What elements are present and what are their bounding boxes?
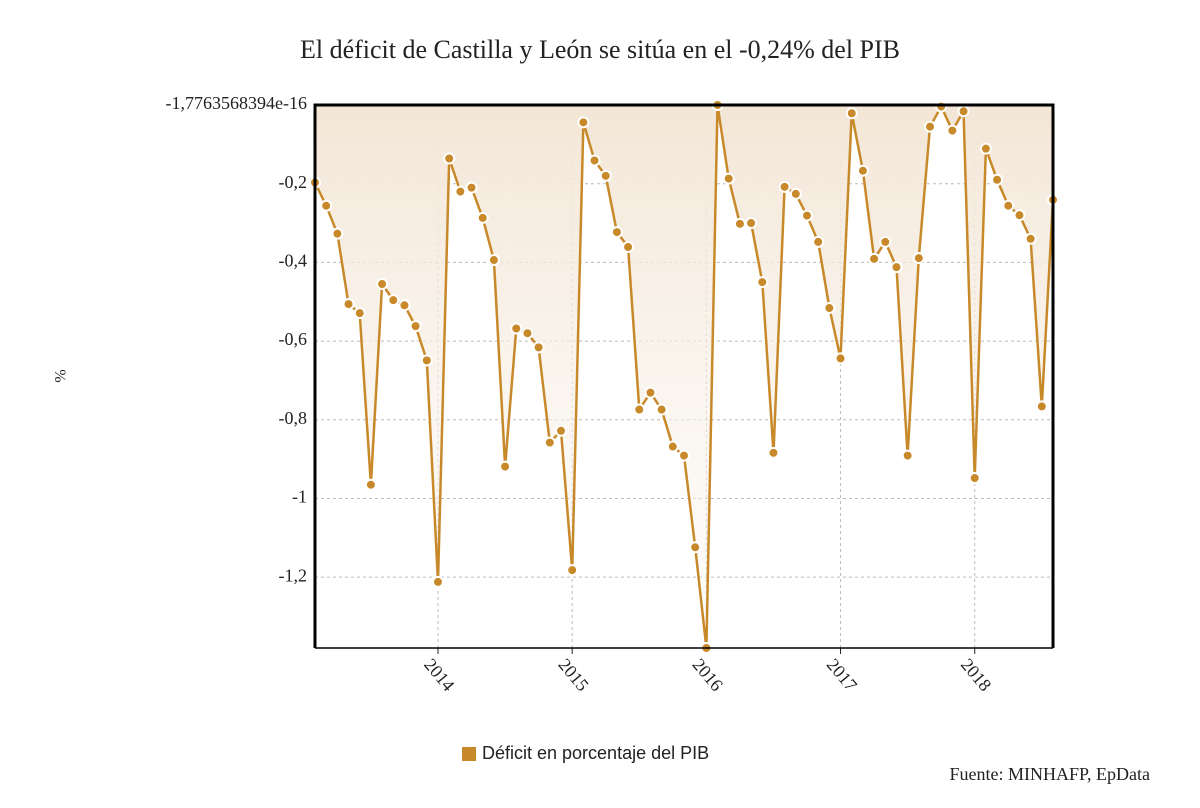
- point: [812, 235, 825, 248]
- y-axis-label: %: [53, 369, 70, 382]
- plot-frame: [313, 103, 1055, 648]
- point: [499, 460, 512, 473]
- area: [315, 105, 1053, 648]
- y-tick-label: -0,8: [279, 408, 308, 428]
- source: Fuente: MINHAFP, EpData: [950, 764, 1151, 784]
- point: [387, 294, 400, 307]
- x-tick-label: 2014: [420, 655, 458, 695]
- point: [845, 107, 858, 120]
- x-tick-label: 2018: [957, 655, 995, 695]
- x-tick-label: 2016: [689, 655, 727, 695]
- point: [666, 440, 679, 453]
- point: [979, 142, 992, 155]
- point: [398, 299, 411, 312]
- y-tick-label: -1: [292, 487, 307, 507]
- point: [834, 352, 847, 365]
- point: [532, 341, 545, 354]
- point: [879, 235, 892, 248]
- point: [409, 320, 422, 333]
- point: [901, 449, 914, 462]
- point: [1024, 232, 1037, 245]
- point: [722, 172, 735, 185]
- point: [443, 152, 456, 165]
- point: [856, 164, 869, 177]
- point: [968, 472, 981, 485]
- point: [454, 185, 467, 198]
- point: [622, 241, 635, 254]
- point: [868, 252, 881, 265]
- point: [924, 120, 936, 133]
- point: [823, 302, 836, 315]
- point: [353, 307, 366, 320]
- point: [789, 187, 802, 200]
- point: [487, 254, 500, 267]
- point: [599, 169, 612, 182]
- point: [1002, 199, 1015, 212]
- point: [420, 354, 433, 367]
- point: [678, 449, 690, 462]
- point: [376, 278, 389, 291]
- legend-swatch: [462, 747, 476, 761]
- point: [555, 424, 567, 437]
- point: [733, 217, 746, 230]
- point: [912, 252, 925, 265]
- point: [644, 386, 657, 399]
- point: [957, 105, 970, 118]
- point: [331, 227, 344, 240]
- x-tick-label: 2017: [823, 655, 861, 695]
- point: [946, 124, 959, 137]
- chart-title: El déficit de Castilla y León se sitúa e…: [300, 35, 900, 64]
- legend-label: Déficit en porcentaje del PIB: [482, 743, 709, 763]
- point: [689, 541, 702, 554]
- point: [521, 327, 534, 340]
- point: [756, 276, 769, 289]
- point: [432, 575, 444, 588]
- point: [935, 100, 948, 113]
- point: [588, 154, 601, 167]
- point: [655, 403, 668, 416]
- point: [364, 478, 377, 491]
- point: [543, 436, 556, 449]
- point: [610, 226, 623, 239]
- y-tick-label: -0,4: [279, 251, 308, 271]
- point: [801, 209, 813, 222]
- point: [767, 446, 780, 459]
- point: [1035, 400, 1048, 413]
- y-tick-label: -1,2: [279, 565, 308, 585]
- point: [510, 322, 523, 335]
- point: [476, 211, 489, 224]
- point: [566, 564, 579, 577]
- point: [465, 181, 478, 194]
- point: [342, 298, 355, 311]
- x-tick-label: 2015: [554, 655, 592, 695]
- point: [633, 403, 646, 416]
- point: [991, 173, 1004, 186]
- point: [890, 261, 903, 274]
- point: [577, 116, 590, 129]
- point: [1013, 209, 1026, 222]
- y-tick-label: -1,7763568394e-16: [166, 93, 307, 113]
- point: [320, 199, 333, 212]
- point: [778, 180, 791, 193]
- point: [745, 217, 758, 230]
- y-tick-label: -0,6: [279, 329, 308, 349]
- y-tick-label: -0,2: [279, 172, 308, 192]
